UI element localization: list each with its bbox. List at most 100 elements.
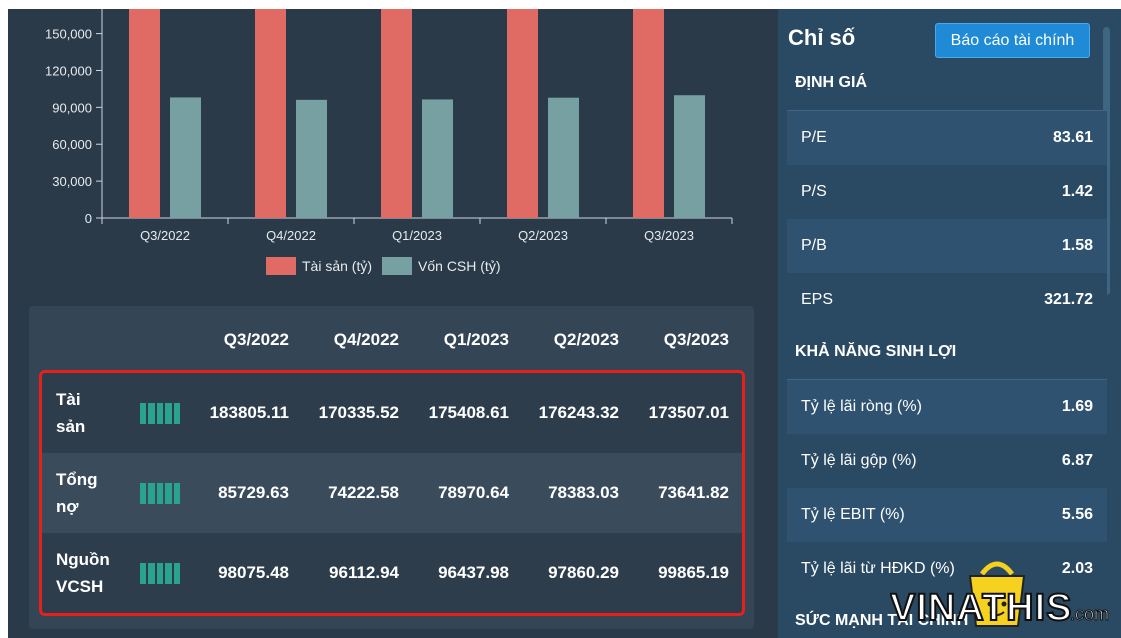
metric-ebit-margin: Tỷ lệ EBIT (%) 5.56 [787,488,1107,542]
metric-value: 2.03 [1061,560,1093,577]
metric-value: 1.69 [1061,398,1093,415]
column-header: Q4/2022 [333,330,399,349]
table-cell: 170335.52 [318,403,399,422]
bar-assets [255,9,286,218]
y-tick-label: 90,000 [52,100,92,115]
metric-label: Tỷ lệ EBIT (%) [801,506,905,523]
bar-assets [633,9,664,218]
metric-label: Tỷ lệ lãi gộp (%) [801,452,917,469]
table-cell: 175408.61 [428,403,509,422]
table-cell: 96112.94 [329,563,399,582]
left-pane: 0 30,000 60,000 90,000 120,000 150,000 Q3/2022… [8,9,772,638]
row-label: Nguồn VCSH [56,550,110,596]
divider [787,110,1107,111]
chart-legend: Tài sản (tỷ) Vốn CSH (tỷ) [266,257,500,275]
metric-value: 1.42 [1061,183,1093,200]
app-window: 0 30,000 60,000 90,000 120,000 150,000 Q3/2022… [8,9,1121,638]
bar-equity [296,99,327,218]
table-cell: 97860.29 [548,563,619,582]
watermark-brand: VINATHIS [890,587,1073,629]
metric-ps: P/S 1.42 [787,165,1107,219]
sparkline-icon[interactable] [140,403,181,424]
column-header: Q1/2023 [443,330,509,349]
table-cell: 98075.48 [218,563,289,582]
section-heading-valuation: ĐỊNH GIÁ [795,74,867,91]
y-tick-label: 30,000 [52,174,92,189]
section-heading-profitability: KHẢ NĂNG SINH LỢI [795,343,957,360]
y-tick-label: 150,000 [45,27,92,42]
metric-value: 5.56 [1061,506,1093,523]
column-header: Q3/2023 [663,330,729,349]
x-tick-label: Q3/2022 [140,228,190,243]
metric-value: 6.87 [1061,452,1093,469]
metric-label: P/S [801,183,827,200]
x-tick-label: Q4/2022 [266,228,316,243]
bar-assets [129,9,160,218]
metric-value: 83.61 [1052,129,1093,146]
table-cell: 96437.98 [438,563,509,582]
table-row-assets: Tài sản 183805.11 170335.52 175408.61 176… [42,373,742,453]
table-header: Q3/2022 Q4/2022 Q1/2023 Q2/2023 Q3/2023 [29,330,754,360]
bar-assets [507,9,538,218]
divider [787,379,1107,380]
panel-title: Chỉ số [788,25,856,50]
row-label: Tổng nợ [56,470,98,516]
sparkline-icon[interactable] [140,563,181,584]
legend-label-assets: Tài sản (tỷ) [302,258,373,274]
financial-report-button[interactable]: Báo cáo tài chính [935,23,1090,58]
table-cell: 85729.63 [218,483,289,502]
shopping-bag-icon [968,561,1026,627]
table-row-equity: Nguồn VCSH 98075.48 96112.94 96437.98 978… [42,533,742,613]
column-header: Q2/2023 [553,330,619,349]
legend-label-equity: Vốn CSH (tỷ) [418,258,501,274]
metric-gross-margin: Tỷ lệ lãi gộp (%) 6.87 [787,434,1107,488]
ratios-panel: Chỉ số Báo cáo tài chính ĐỊNH GIÁ P/E 83… [778,9,1121,638]
bar-equity [422,99,453,218]
metric-pb: P/B 1.58 [787,219,1107,273]
metric-label: Tỷ lệ lãi ròng (%) [801,398,922,415]
metric-operating-margin: Tỷ lệ lãi từ HĐKD (%) 2.03 [787,542,1107,596]
table-cell: 176243.32 [538,403,619,422]
table-cell: 183805.11 [209,403,289,422]
metric-value: 321.72 [1044,291,1093,308]
y-tick-label: 60,000 [52,137,92,152]
section-heading-financial-strength: SỨC MẠNH TÀI CHÍNH [795,612,969,629]
legend-swatch-assets [266,257,296,275]
table-cell: 78383.03 [548,483,619,502]
bar-chart-svg: 0 30,000 60,000 90,000 120,000 150,000 Q3/2022… [45,9,733,243]
watermark-suffix: .com [1070,604,1109,624]
metric-value: 1.58 [1061,237,1093,254]
table-cell: 99865.19 [658,563,729,582]
table-cell: 73641.82 [658,483,729,502]
metric-label: EPS [801,291,834,308]
metric-eps: EPS 321.72 [787,273,1107,327]
legend-item-assets[interactable]: Tài sản (tỷ) [266,257,372,275]
table-cell: 78970.64 [438,483,509,502]
bar-equity [548,97,579,218]
table-cell: 74222.58 [328,483,399,502]
highlighted-rows: Tài sản 183805.11 170335.52 175408.61 176… [39,370,745,616]
x-tick-label: Q2/2023 [518,228,568,243]
row-label: Tài sản [56,390,86,436]
x-tick-label: Q3/2023 [644,228,694,243]
metric-pe: P/E 83.61 [787,111,1107,165]
financial-table: Q3/2022 Q4/2022 Q1/2023 Q2/2023 Q3/2023 … [29,306,754,629]
column-header: Q3/2022 [223,330,289,349]
bar-assets [381,9,412,218]
legend-swatch-equity [382,257,413,275]
y-tick-label: 0 [85,211,92,226]
metric-label: P/B [801,237,827,254]
metric-label: Tỷ lệ lãi từ HĐKD (%) [801,560,955,577]
bar-chart: 0 30,000 60,000 90,000 120,000 150,000 Q3/2022… [8,9,772,299]
metric-label: P/E [801,129,827,146]
x-tick-label: Q1/2023 [392,228,442,243]
y-tick-label: 120,000 [45,63,92,78]
vinathis-watermark-logo: VINATHIS .com [890,561,1110,630]
metric-net-margin: Tỷ lệ lãi ròng (%) 1.69 [787,380,1107,434]
table-cell: 173507.01 [648,403,729,422]
table-row-liabilities: Tổng nợ 85729.63 74222.58 78970.64 78383.… [42,453,742,533]
sparkline-icon[interactable] [140,483,181,504]
bar-equity [170,97,201,218]
legend-item-equity[interactable]: Vốn CSH (tỷ) [382,257,500,275]
bar-equity [674,95,705,218]
